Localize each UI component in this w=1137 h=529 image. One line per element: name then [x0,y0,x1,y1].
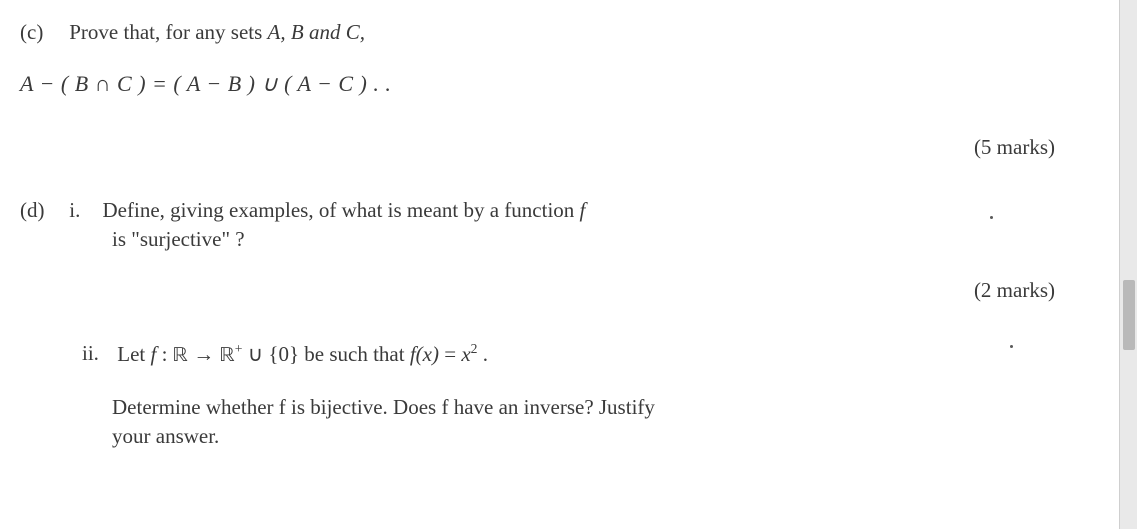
d-ii-plus: + [235,341,243,356]
part-d-label: (d) [20,198,64,223]
part-d-i-line1: (d) i. Define, giving examples, of what … [20,198,1055,223]
d-ii-let: Let [117,342,150,366]
d-ii-line2-text: Determine whether f is bijective. Does f… [112,395,655,419]
part-c-prompt: (c) Prove that, for any sets A, B and C, [20,20,1055,45]
d-i-line2-text: is "surjective" ? [112,227,245,251]
scrollbar-track[interactable] [1119,0,1137,529]
marks-text: (5 marks) [974,135,1055,159]
part-d-i-line2: is "surjective" ? [20,227,1055,252]
part-c-label: (c) [20,20,64,45]
d-ii-dom: ℝ [173,345,188,366]
d-i-fn: f [580,198,586,222]
d-ii-f: f [150,342,156,366]
d-ii-dot: . [483,342,488,366]
document-page: (c) Prove that, for any sets A, B and C,… [0,0,1095,529]
d-ii-eq: = [444,342,461,366]
d-ii-union: ∪ {0} [248,342,299,366]
d-ii-x: x [461,342,470,366]
part-d-ii-line1: ii. Let f : ℝ → ℝ+ ∪ {0} be such that f(… [20,341,1055,369]
print-speck [1010,345,1013,348]
scrollbar-thumb[interactable] [1123,280,1135,350]
part-d-i-label: i. [69,198,97,223]
equation-text: A − ( B ∩ C ) = ( A − B ) ∪ ( A − C ) . … [20,71,391,96]
d-ii-sq: 2 [471,341,478,356]
d-i-marks-text: (2 marks) [974,278,1055,302]
part-d-i-marks: (2 marks) [20,278,1055,303]
part-c-text-1: Prove that, for any sets [69,20,267,44]
part-c-sets: A, B and C, [268,20,365,44]
part-c-equation: A − ( B ∩ C ) = ( A − B ) ∪ ( A − C ) . … [20,71,1055,97]
part-c-marks: (5 marks) [20,135,1055,160]
print-speck [990,216,993,219]
d-ii-be: be such that [304,342,410,366]
d-ii-fx: f(x) [410,342,439,366]
d-ii-colon: : [162,342,173,366]
part-d-ii-line3: your answer. [20,424,1055,449]
part-d-ii-line2: Determine whether f is bijective. Does f… [20,395,1055,420]
d-i-text: Define, giving examples, of what is mean… [103,198,580,222]
d-ii-line3-text: your answer. [112,424,219,448]
d-ii-arrow: → [193,342,219,366]
d-ii-cod: ℝ [219,345,234,366]
part-d-ii-label: ii. [82,341,112,366]
